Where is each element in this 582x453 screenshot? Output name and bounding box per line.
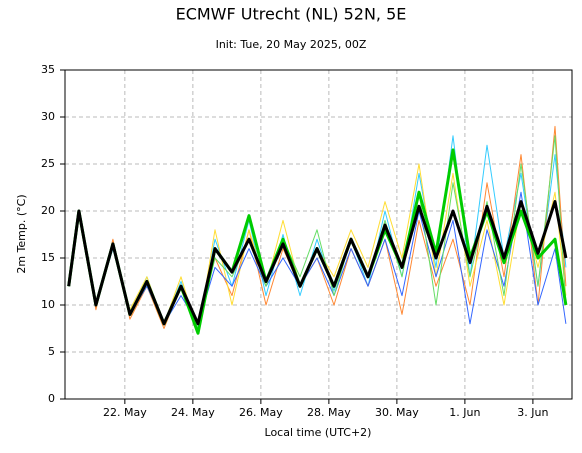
x-tick-label: 30. May — [375, 406, 419, 419]
y-tick-label: 0 — [48, 392, 55, 405]
series-line — [68, 135, 567, 329]
y-tick-label: 5 — [48, 345, 55, 358]
series-line — [68, 191, 567, 325]
series-line — [67, 200, 568, 326]
x-tick-label: 1. Jun — [449, 406, 480, 419]
x-tick-label: 28. May — [307, 406, 351, 419]
y-axis-label: 2m Temp. (°C) — [15, 194, 28, 273]
chart-title: ECMWF Utrecht (NL) 52N, 5E — [176, 5, 407, 24]
y-tick-label: 10 — [41, 298, 55, 311]
x-tick-label: 22. May — [103, 406, 147, 419]
y-tick-label: 35 — [41, 63, 55, 76]
x-tick-label: 26. May — [239, 406, 283, 419]
y-tick-label: 15 — [41, 251, 55, 264]
x-tick-label: 24. May — [171, 406, 215, 419]
y-tick-label: 30 — [41, 110, 55, 123]
plot-border — [64, 69, 573, 400]
chart-subtitle: Init: Tue, 20 May 2025, 00Z — [216, 38, 367, 51]
x-tick-label: 3. Jun — [517, 406, 548, 419]
y-tick-label: 25 — [41, 157, 55, 170]
x-axis-label: Local time (UTC+2) — [265, 426, 372, 439]
y-tick-label: 20 — [41, 204, 55, 217]
